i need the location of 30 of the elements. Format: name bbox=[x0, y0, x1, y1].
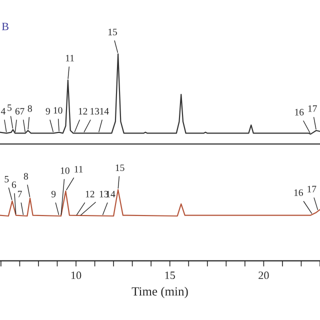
x-tick-label: 10 bbox=[71, 272, 82, 280]
annotation: 12 bbox=[78, 108, 88, 114]
annotation: 17 bbox=[308, 186, 316, 192]
annotation: 5 bbox=[8, 104, 12, 111]
annotation: 7 bbox=[18, 190, 22, 198]
chart-title: B bbox=[2, 22, 8, 30]
annotation: 8 bbox=[24, 173, 28, 180]
annotation: 10 bbox=[54, 107, 62, 114]
annotation: 13 bbox=[90, 108, 100, 115]
annotation: 8 bbox=[28, 105, 32, 112]
annotation: 5 bbox=[4, 176, 9, 182]
annotation: 6 bbox=[15, 108, 20, 115]
annotation: 4 bbox=[0, 108, 6, 114]
annotation: 7 bbox=[20, 108, 24, 114]
annotation: 14 bbox=[100, 108, 109, 114]
annotation: 10 bbox=[60, 167, 70, 174]
annotation: 6 bbox=[12, 181, 16, 188]
annotation: 16 bbox=[294, 189, 303, 196]
x-tick-label: 15 bbox=[165, 272, 175, 280]
annotation: 16 bbox=[295, 108, 304, 116]
annotation: 11 bbox=[74, 166, 83, 172]
annotation: 15 bbox=[116, 164, 124, 172]
annotation: 15 bbox=[108, 28, 117, 36]
annotation: 11 bbox=[66, 54, 74, 62]
annotation: 9 bbox=[46, 108, 50, 115]
x-axis-title: Time (min) bbox=[132, 286, 188, 298]
annotation: 17 bbox=[308, 105, 317, 112]
annotation: 9 bbox=[51, 190, 56, 198]
x-tick-label: 20 bbox=[258, 272, 269, 280]
annotation: 12 bbox=[86, 190, 94, 198]
